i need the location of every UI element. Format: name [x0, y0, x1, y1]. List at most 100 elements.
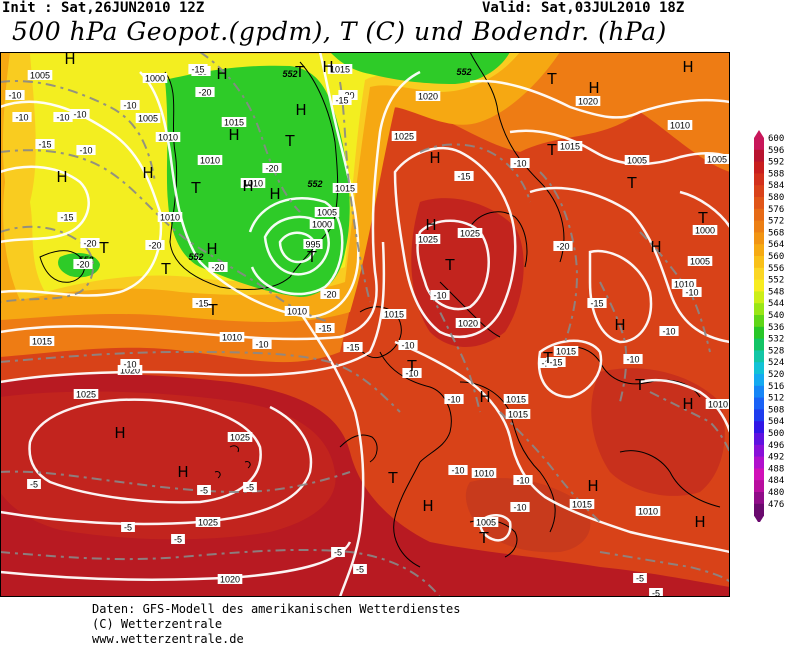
high-pressure-marker: H	[56, 168, 67, 186]
isobar-label: 1025	[391, 131, 417, 142]
isotherm-label: -10	[120, 100, 140, 111]
isobar-label: 1010	[667, 120, 693, 131]
isotherm-label: -5	[633, 573, 647, 584]
svg-text:-5: -5	[246, 483, 254, 493]
legend-swatch-532	[754, 338, 764, 351]
low-pressure-marker: T	[634, 376, 645, 394]
legend-label-548: 548	[768, 287, 784, 297]
isobar-label: 1015	[505, 409, 531, 420]
svg-text:1015: 1015	[508, 410, 528, 420]
svg-text:1010: 1010	[674, 280, 694, 290]
legend-swatch-512	[754, 397, 764, 410]
svg-text:-20: -20	[83, 239, 96, 249]
svg-text:-15: -15	[549, 358, 562, 368]
svg-text:-10: -10	[73, 110, 86, 120]
low-pressure-marker: T	[160, 260, 171, 278]
legend-swatch-548	[754, 291, 764, 304]
legend-label-536: 536	[768, 323, 784, 333]
svg-text:-15: -15	[318, 324, 331, 334]
legend-swatch-492	[754, 456, 764, 469]
legend-label-584: 584	[768, 181, 784, 191]
isotherm-label: -10	[120, 359, 140, 370]
isotherm-label: -15	[546, 357, 566, 368]
svg-text:-20: -20	[198, 88, 211, 98]
isobar-label: 1025	[415, 234, 441, 245]
svg-text:-15: -15	[195, 299, 208, 309]
isotherm-label: -15	[332, 95, 352, 106]
isotherm-label: -15	[57, 212, 77, 223]
svg-text:-10: -10	[405, 369, 418, 379]
isobar-label: 1025	[195, 517, 221, 528]
isotherm-label: -10	[76, 145, 96, 156]
high-pressure-marker: H	[177, 463, 188, 481]
low-pressure-marker: T	[294, 63, 305, 81]
isobar-label: 1000	[309, 219, 335, 230]
isobar-label: 1005	[314, 207, 340, 218]
isotherms	[0, 52, 730, 597]
legend-label-556: 556	[768, 264, 784, 274]
isobar-label: 1015	[29, 336, 55, 347]
svg-text:1010: 1010	[287, 307, 307, 317]
isotherm-label: -5	[243, 482, 257, 493]
isobar-label: 1000	[142, 73, 168, 84]
svg-text:-10: -10	[662, 327, 675, 337]
svg-text:-5: -5	[652, 589, 660, 598]
svg-text:1015: 1015	[32, 337, 52, 347]
legend-swatch-516	[754, 385, 764, 399]
svg-text:-10: -10	[513, 159, 526, 169]
svg-text:1025: 1025	[76, 390, 96, 400]
legend-swatch-572	[754, 220, 764, 233]
svg-text:1020: 1020	[458, 319, 478, 329]
legend-label-592: 592	[768, 158, 784, 168]
svg-text:-10: -10	[626, 355, 639, 365]
isotherm-label: -15	[343, 342, 363, 353]
svg-text:1020: 1020	[418, 92, 438, 102]
isotherm-label: -10	[430, 290, 450, 301]
low-pressure-marker: T	[697, 209, 708, 227]
legend-swatch-564	[754, 244, 764, 257]
legend-label-564: 564	[768, 240, 784, 250]
svg-text:1015: 1015	[506, 395, 526, 405]
high-pressure-marker: H	[64, 52, 75, 68]
weather-map: 552552552552552 100510001005101010101010…	[0, 52, 730, 597]
legend-swatch-500	[754, 433, 764, 446]
legend-swatch-544	[754, 303, 764, 316]
field-584-588	[0, 391, 336, 540]
low-pressure-marker: T	[207, 301, 218, 319]
legend-swatch-592	[754, 161, 764, 174]
svg-text:1010: 1010	[222, 333, 242, 343]
isotherm-label: -10	[682, 287, 702, 298]
isobar-label: 1015	[381, 309, 407, 320]
legend-label-512: 512	[768, 394, 784, 404]
field-south-central	[465, 478, 591, 553]
legend-swatch-496	[754, 444, 764, 458]
legend-label-560: 560	[768, 252, 784, 262]
svg-text:1025: 1025	[460, 229, 480, 239]
isobar-label: 1015	[569, 499, 595, 510]
legend-label-476: 476	[768, 500, 784, 510]
low-pressure-marker: T	[444, 256, 455, 274]
isotherm-label: -10	[12, 112, 32, 123]
low-pressure-marker: T	[626, 174, 637, 192]
svg-text:-10: -10	[516, 476, 529, 486]
svg-text:1010: 1010	[474, 469, 494, 479]
isotherm-label: -20	[73, 259, 93, 270]
svg-text:1010: 1010	[200, 156, 220, 166]
legend-label-516: 516	[768, 382, 784, 392]
legend-swatch-540	[754, 315, 764, 328]
legend-swatch-568	[754, 232, 764, 245]
legend-label-540: 540	[768, 311, 784, 321]
legend-swatch-552	[754, 279, 764, 292]
low-pressure-marker: T	[542, 349, 553, 367]
footer-line-1: Daten: GFS-Modell des amerikanischen Wet…	[92, 602, 461, 616]
isotherm-label: -10	[623, 354, 643, 365]
isotherm-label: -5	[27, 479, 41, 490]
svg-text:-5: -5	[200, 486, 208, 496]
isobar-label: 1005	[27, 70, 53, 81]
svg-text:-10: -10	[685, 288, 698, 298]
legend-arrow-top	[754, 130, 764, 138]
svg-text:-10: -10	[79, 146, 92, 156]
svg-text:1015: 1015	[330, 65, 350, 75]
legend-label-532: 532	[768, 335, 784, 345]
footer-line-2: (C) Wetterzentrale	[92, 617, 223, 631]
